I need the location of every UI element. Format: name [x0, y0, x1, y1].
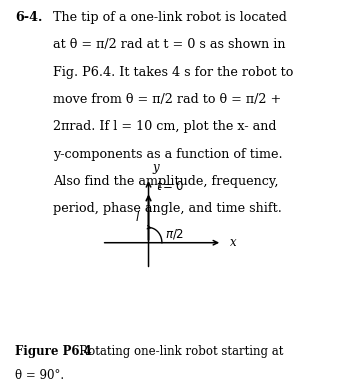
Text: 2πrad. If l = 10 cm, plot the x- and: 2πrad. If l = 10 cm, plot the x- and [53, 120, 277, 133]
Text: $\pi/2$: $\pi/2$ [165, 227, 184, 241]
Text: $t = 0$: $t = 0$ [156, 180, 184, 193]
Text: Figure P6.4: Figure P6.4 [15, 345, 91, 358]
Text: Fig. P6.4. It takes 4 s for the robot to: Fig. P6.4. It takes 4 s for the robot to [53, 66, 294, 79]
Text: y-components as a function of time.: y-components as a function of time. [53, 148, 283, 161]
Text: Rotating one-link robot starting at: Rotating one-link robot starting at [68, 345, 284, 358]
Text: 6-4.: 6-4. [15, 11, 42, 24]
Text: x: x [230, 236, 237, 249]
Text: The tip of a one-link robot is located: The tip of a one-link robot is located [53, 11, 287, 24]
Text: y: y [153, 161, 159, 174]
Text: at θ = π/2 rad at t = 0 s as shown in: at θ = π/2 rad at t = 0 s as shown in [53, 38, 286, 51]
Text: θ = 90°.: θ = 90°. [15, 369, 64, 382]
Text: move from θ = π/2 rad to θ = π/2 +: move from θ = π/2 rad to θ = π/2 + [53, 93, 282, 106]
Text: Also find the amplitude, frequency,: Also find the amplitude, frequency, [53, 175, 279, 188]
Text: $l$: $l$ [135, 210, 140, 224]
Text: period, phase angle, and time shift.: period, phase angle, and time shift. [53, 202, 282, 215]
